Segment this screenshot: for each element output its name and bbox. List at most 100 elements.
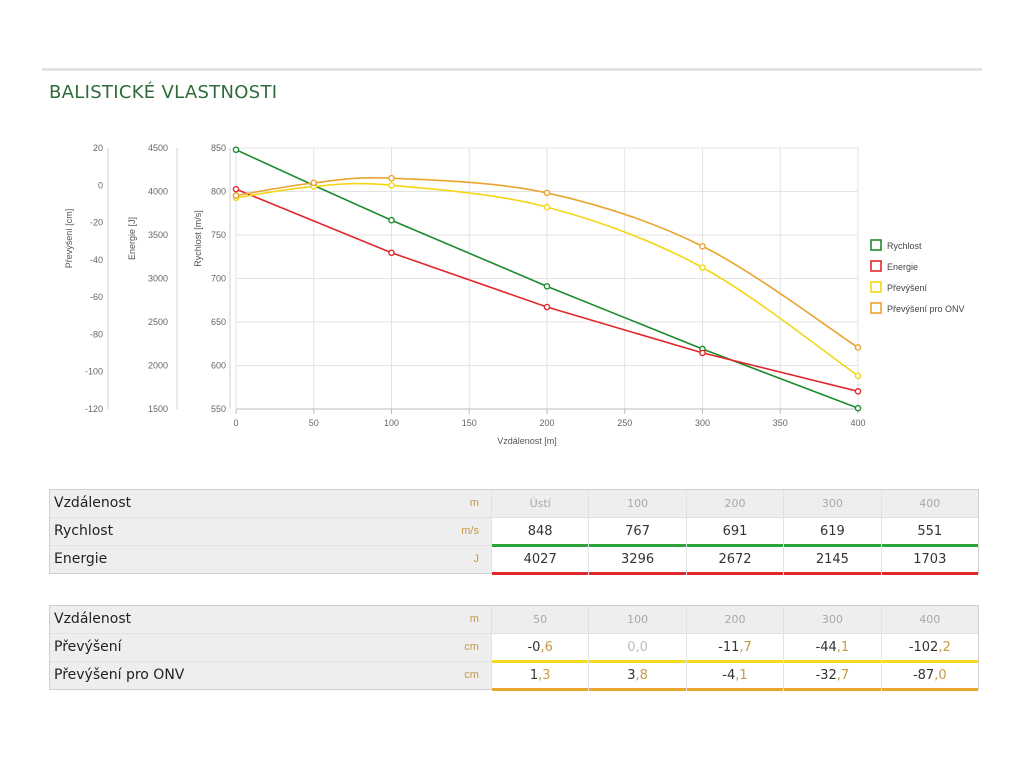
value-frac: ,0 — [635, 640, 648, 655]
legend-swatch — [870, 239, 882, 251]
data-point-1 — [854, 388, 862, 395]
y-tick-label-drop: 0 — [98, 180, 103, 190]
x-tick-label: 50 — [309, 418, 319, 428]
table-row-drop: Převýšení cm -0,6 0,0 -11,7 -44,1 -102,2 — [50, 634, 979, 663]
x-axis-label: Vzdálenost [m] — [497, 436, 557, 446]
row-unit: J — [403, 546, 491, 573]
table-cell: 1,3 — [490, 662, 589, 691]
data-point-1 — [388, 249, 395, 257]
value-frac: ,6 — [540, 640, 553, 655]
column-header: 50 — [490, 606, 589, 633]
table-cell: 0,0 — [588, 634, 687, 663]
y-tick-label-drop: -80 — [90, 329, 103, 339]
y-tick-label-drop: -20 — [90, 218, 103, 228]
drop-table: Vzdálenost m 50 100 200 300 400 Převýšen… — [49, 605, 979, 691]
y-tick-label-velocity: 800 — [211, 187, 226, 197]
data-point-3 — [699, 242, 706, 250]
table-cell: -11,7 — [685, 634, 784, 663]
value-int: 1 — [529, 668, 539, 683]
data-point-3 — [854, 344, 862, 351]
row-label: Převýšení — [50, 634, 404, 661]
data-point-3 — [310, 179, 318, 187]
column-header: Ústí — [490, 490, 589, 517]
value-int: -4 — [722, 668, 736, 683]
data-point-1 — [699, 349, 706, 357]
table-cell: -0,6 — [490, 634, 589, 663]
legend-swatch — [870, 302, 882, 314]
data-point-0 — [388, 216, 395, 224]
value-int: -32 — [815, 668, 837, 683]
data-point-0 — [854, 404, 862, 412]
y-tick-label-velocity: 700 — [211, 274, 226, 284]
y-tick-label-velocity: 550 — [211, 404, 226, 414]
y-tick-label-drop: -120 — [85, 404, 103, 414]
y-tick-label-velocity: 850 — [211, 143, 226, 153]
y-axis-title-energy: Energie [J] — [127, 217, 137, 260]
value-int: -0 — [527, 640, 541, 655]
y-tick-label-drop: -100 — [85, 367, 103, 377]
page-title: BALISTICKÉ VLASTNOSTI — [49, 82, 278, 103]
table-cell: 848 — [490, 518, 589, 547]
data-point-2 — [543, 203, 551, 211]
x-tick-label: 350 — [773, 418, 788, 428]
column-header: 300 — [783, 490, 881, 517]
y-tick-label-energy: 3000 — [148, 274, 168, 284]
column-header: 100 — [588, 490, 686, 517]
data-point-0 — [543, 283, 551, 290]
data-point-3 — [388, 174, 395, 182]
y-tick-label-drop: 20 — [93, 143, 103, 153]
value-int: -87 — [912, 668, 935, 683]
y-tick-label-drop: -40 — [90, 255, 103, 265]
table-header-row: Vzdálenost m Ústí 100 200 300 400 — [50, 490, 978, 518]
row-unit: m — [403, 490, 491, 517]
table-cell: 767 — [588, 518, 687, 547]
row-unit: cm — [403, 634, 491, 661]
y-tick-label-energy: 3500 — [148, 230, 168, 240]
data-point-2 — [388, 181, 395, 189]
legend-swatch — [870, 260, 882, 272]
legend-label: Rychlost — [887, 241, 922, 251]
row-unit: m/s — [403, 518, 491, 545]
table-cell: 3296 — [588, 546, 687, 575]
column-header: 400 — [880, 606, 978, 633]
x-tick-label: 200 — [539, 418, 554, 428]
y-axis-title-drop: Převýšení [cm] — [64, 209, 74, 269]
column-header: 300 — [783, 606, 881, 633]
legend-label: Energie — [887, 262, 918, 272]
y-tick-label-energy: 1500 — [148, 404, 168, 414]
row-label: Převýšení pro ONV — [50, 662, 404, 689]
value-frac: ,1 — [735, 668, 748, 683]
y-tick-label-energy: 4500 — [148, 143, 168, 153]
table-header-row: Vzdálenost m 50 100 200 300 400 — [50, 606, 978, 634]
data-point-1 — [543, 303, 551, 311]
row-label: Vzdálenost — [50, 606, 404, 633]
value-int: 0 — [627, 640, 636, 655]
column-header: 200 — [685, 606, 784, 633]
table-cell: 1703 — [880, 546, 979, 575]
y-tick-label-velocity: 600 — [211, 361, 226, 371]
value-frac: ,0 — [934, 668, 947, 683]
y-tick-label-drop: -60 — [90, 292, 103, 302]
x-tick-label: 400 — [850, 418, 865, 428]
legend-swatch — [870, 281, 882, 293]
y-tick-label-energy: 4000 — [148, 187, 168, 197]
x-tick-label: 100 — [384, 418, 399, 428]
column-header: 400 — [880, 490, 978, 517]
x-tick-label: 250 — [617, 418, 632, 428]
table-cell: -44,1 — [783, 634, 882, 663]
table-cell: 3,8 — [588, 662, 687, 691]
y-tick-label-velocity: 650 — [211, 317, 226, 327]
table-cell: 619 — [783, 518, 882, 547]
data-point-3 — [543, 189, 551, 197]
legend-label: Převýšení pro ONV — [887, 304, 965, 314]
table-cell: -32,7 — [783, 662, 882, 691]
data-point-1 — [232, 185, 240, 193]
table-cell: 551 — [880, 518, 979, 547]
value-frac: ,2 — [938, 640, 951, 655]
row-label: Rychlost — [50, 518, 404, 545]
velocity-energy-table: Vzdálenost m Ústí 100 200 300 400 Rychlo… — [49, 489, 979, 575]
table-cell: 4027 — [490, 546, 589, 575]
row-label: Vzdálenost — [50, 490, 404, 517]
table-cell: -4,1 — [685, 662, 784, 691]
value-frac: ,7 — [739, 640, 752, 655]
